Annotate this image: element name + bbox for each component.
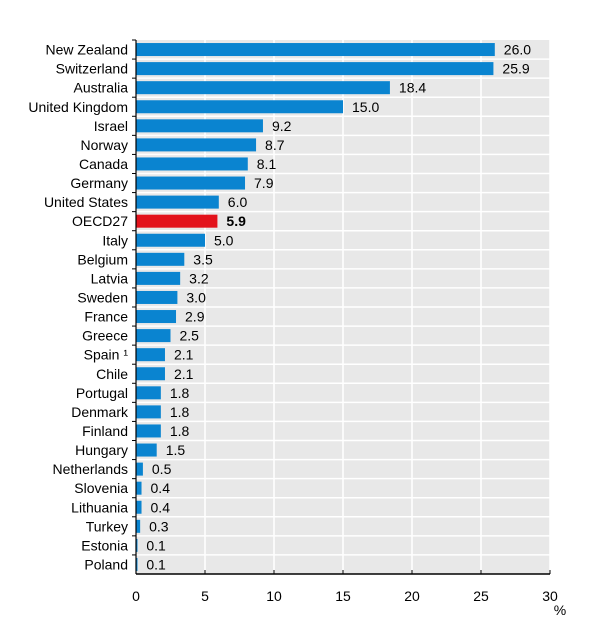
category-label: Turkey: [86, 518, 128, 534]
bar: [136, 519, 141, 533]
bar: [136, 329, 171, 343]
bar: [136, 233, 205, 247]
category-label: Spain ¹: [84, 347, 129, 363]
data-label: 18.4: [399, 80, 426, 96]
data-label: 25.9: [502, 61, 529, 77]
x-tick-label: 5: [201, 588, 209, 604]
data-label: 2.1: [174, 347, 194, 363]
category-label: Canada: [79, 156, 128, 172]
bar: [136, 290, 178, 304]
category-label: Slovenia: [74, 480, 128, 496]
x-tick-label: 0: [132, 588, 140, 604]
category-label: Estonia: [81, 537, 128, 553]
category-label: Finland: [82, 423, 128, 439]
x-tick-label: 20: [404, 588, 420, 604]
category-label: Chile: [96, 366, 128, 382]
data-label: 6.0: [228, 194, 248, 210]
category-label: Greece: [82, 328, 128, 344]
bar: [136, 367, 165, 381]
x-axis-label: %: [554, 602, 566, 618]
data-label: 1.8: [170, 404, 190, 420]
bar: [136, 252, 185, 266]
x-tick-label: 15: [335, 588, 351, 604]
data-label: 2.5: [180, 328, 200, 344]
data-label: 0.5: [152, 461, 172, 477]
bar: [136, 100, 343, 114]
x-tick-label: 25: [473, 588, 489, 604]
category-label: Switzerland: [56, 61, 128, 77]
bar: [136, 500, 142, 514]
category-label: Norway: [81, 137, 128, 153]
data-label: 1.8: [170, 385, 190, 401]
bar: [136, 43, 495, 57]
category-label: Portugal: [76, 385, 128, 401]
bar: [136, 443, 157, 457]
category-label: OECD27: [72, 213, 128, 229]
category-label: Australia: [74, 80, 129, 96]
data-label: 9.2: [272, 118, 292, 134]
data-label: 0.4: [151, 480, 171, 496]
bar: [136, 214, 218, 228]
data-label: 3.2: [189, 270, 209, 286]
category-label: Denmark: [71, 404, 129, 420]
bar: [136, 348, 165, 362]
data-label: 1.5: [166, 442, 186, 458]
data-label: 0.1: [146, 537, 166, 553]
bar: [136, 405, 161, 419]
data-label: 0.4: [151, 499, 171, 515]
data-label: 2.1: [174, 366, 194, 382]
bar: [136, 138, 257, 152]
category-label: Italy: [102, 232, 128, 248]
bar: [136, 424, 161, 438]
data-label: 2.9: [185, 309, 205, 325]
bar: [136, 462, 143, 476]
data-label: 3.0: [186, 289, 206, 305]
bar: [136, 81, 390, 95]
bar: [136, 176, 246, 190]
category-label: Latvia: [91, 270, 129, 286]
category-label: Hungary: [75, 442, 128, 458]
x-tick-label: 10: [266, 588, 282, 604]
category-label: Sweden: [77, 289, 128, 305]
bar: [136, 538, 138, 552]
data-label: 1.8: [170, 423, 190, 439]
data-label: 26.0: [504, 42, 531, 58]
category-label: Poland: [84, 556, 128, 572]
data-label: 8.7: [265, 137, 285, 153]
bar: [136, 271, 181, 285]
x-tick-label: 30: [542, 588, 558, 604]
bar: [136, 481, 142, 495]
category-label: New Zealand: [46, 42, 129, 58]
bar: [136, 386, 161, 400]
category-label: Belgium: [77, 251, 128, 267]
category-label: Germany: [70, 175, 128, 191]
data-label: 0.3: [149, 518, 169, 534]
data-label: 5.9: [226, 213, 246, 229]
category-label: Israel: [94, 118, 128, 134]
category-label: Lithuania: [71, 499, 128, 515]
bar: [136, 195, 219, 209]
bar: [136, 157, 248, 171]
category-label: France: [84, 309, 128, 325]
category-label: United Kingdom: [28, 99, 128, 115]
bar: [136, 119, 263, 133]
category-label: Netherlands: [53, 461, 129, 477]
category-label: United States: [44, 194, 128, 210]
bar: [136, 310, 177, 324]
data-label: 8.1: [257, 156, 277, 172]
data-label: 0.1: [146, 556, 166, 572]
data-label: 5.0: [214, 232, 234, 248]
bar: [136, 557, 138, 571]
bar: [136, 62, 494, 76]
data-label: 15.0: [352, 99, 379, 115]
data-label: 7.9: [254, 175, 274, 191]
data-label: 3.5: [193, 251, 213, 267]
